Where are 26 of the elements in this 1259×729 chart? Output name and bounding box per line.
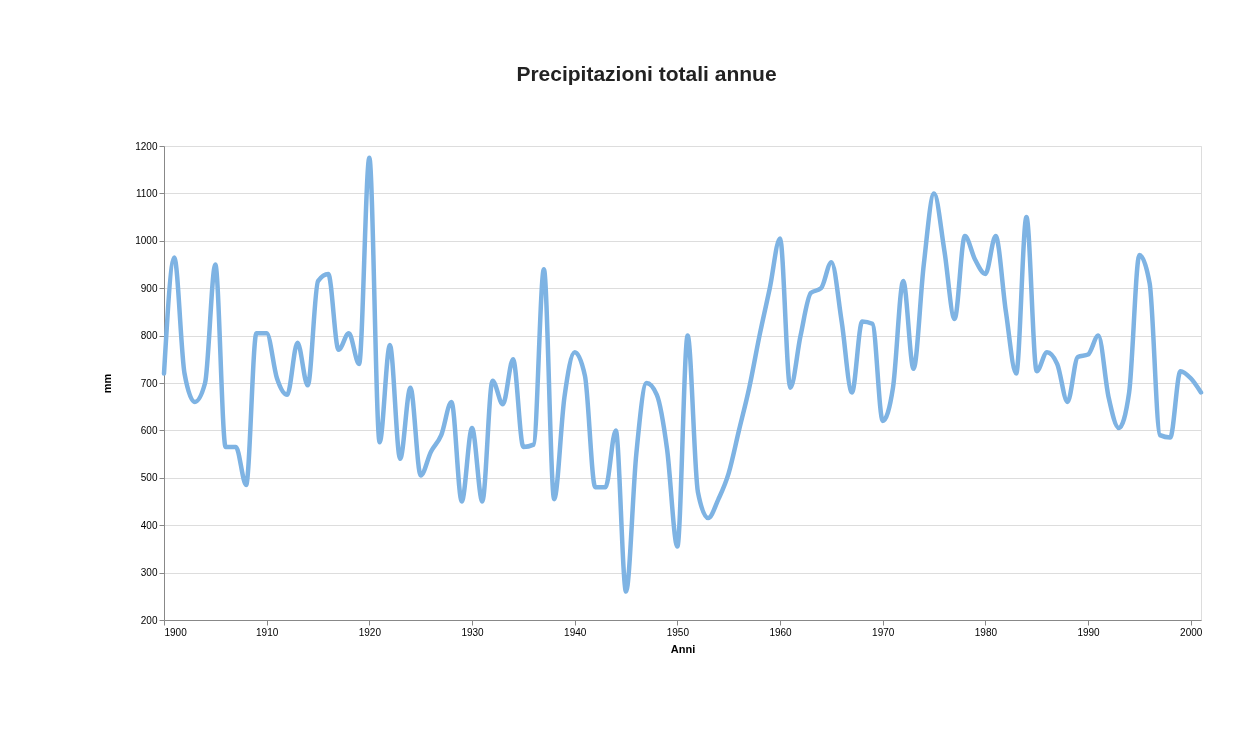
line-series [161, 155, 1204, 594]
x-tick-label: 1910 [256, 626, 279, 638]
x-tick-label: 1940 [564, 626, 587, 638]
y-tick-label: 1100 [135, 187, 158, 199]
x-tick-label: 1990 [1077, 626, 1101, 638]
x-tick-label: 1900 [164, 626, 188, 638]
y-tick-label: 600 [140, 424, 158, 436]
y-tick-label: 500 [140, 472, 158, 484]
x-tick-label: 1980 [974, 626, 998, 638]
x-tick-label: 2000 [1180, 626, 1203, 638]
x-axis-title: Anni [670, 642, 696, 655]
x-tick-label: 1930 [461, 626, 485, 638]
y-axis-title: mm [101, 373, 114, 394]
y-tick-label: 700 [140, 377, 158, 389]
y-tick-label: 300 [140, 567, 158, 579]
y-tick-label: 800 [140, 330, 158, 342]
y-tick-label: 1200 [135, 140, 158, 152]
y-tick-label: 900 [140, 282, 158, 294]
chart-title: Precipitazioni totali annue [516, 62, 777, 85]
x-tick-label: 1970 [872, 626, 895, 638]
y-tick-label: 200 [140, 614, 158, 626]
y-tick-label: 1000 [135, 235, 158, 247]
y-tick-label: 400 [140, 519, 158, 531]
x-tick-label: 1960 [769, 626, 793, 638]
x-tick-label: 1920 [358, 626, 382, 638]
x-tick-label: 1950 [666, 626, 690, 638]
